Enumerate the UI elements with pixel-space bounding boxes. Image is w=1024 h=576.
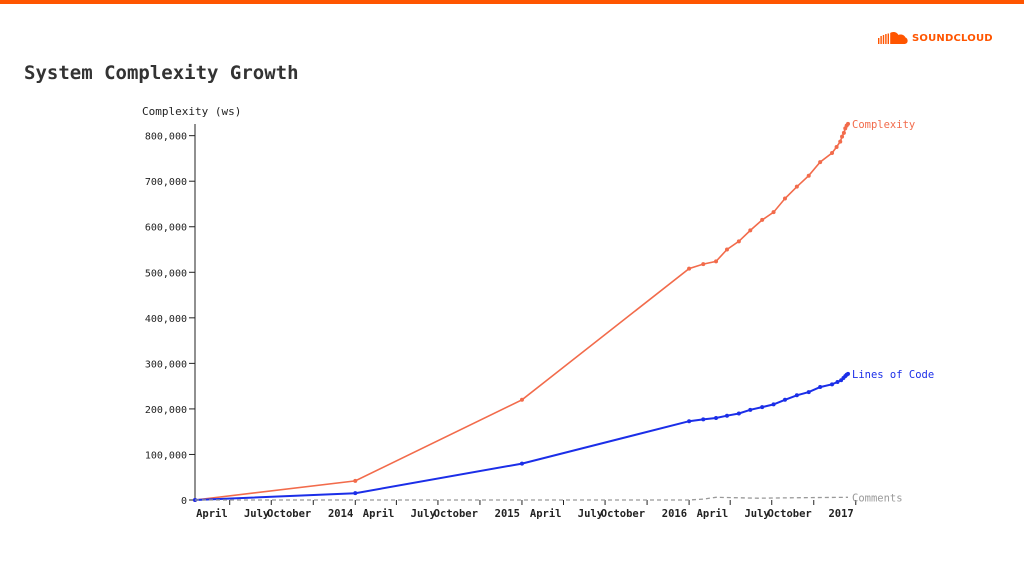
lines-of-code-point — [687, 419, 692, 424]
lines-of-code-point — [794, 393, 799, 398]
x-tick-label: 2016 — [662, 508, 687, 520]
complexity-point — [701, 262, 706, 267]
series-comments: Comments — [195, 492, 903, 504]
complexity-point — [760, 217, 765, 222]
complexity-point — [841, 130, 846, 135]
lines-of-code-point — [818, 385, 823, 390]
soundcloud-cloud-icon — [878, 31, 908, 44]
lines-of-code-point — [835, 380, 840, 385]
complexity-point — [830, 150, 835, 155]
lines-of-code-point — [353, 491, 358, 496]
complexity-point — [353, 478, 358, 483]
lines-of-code-point — [748, 407, 753, 412]
lines-of-code-point — [519, 461, 524, 466]
y-tick-label: 0 — [181, 496, 187, 507]
x-tick-label: October — [767, 508, 811, 520]
y-tick-label: 400,000 — [145, 314, 187, 325]
x-tick-label: October — [601, 508, 645, 520]
lines-of-code-point — [830, 382, 835, 387]
complexity-point — [806, 173, 811, 178]
x-tick-label: April — [697, 508, 729, 520]
soundcloud-logo: SOUNDCLOUD — [878, 28, 993, 48]
complexity-point — [834, 145, 839, 150]
y-axis: 0 100,000 200,000 300,000 400,000 500,000 600,… — [145, 124, 196, 507]
lines-of-code-point — [846, 371, 850, 376]
lines-of-code-line — [194, 372, 849, 501]
slide-title: System Complexity Growth — [24, 62, 299, 84]
complexity-point — [846, 121, 850, 126]
x-tick-label: October — [267, 508, 311, 520]
comments-series-label: Comments — [852, 492, 903, 504]
y-tick-label: 500,000 — [145, 268, 187, 279]
complexity-point — [519, 397, 524, 402]
x-tick-label: 2015 — [495, 508, 520, 520]
x-tick-label: July — [244, 508, 270, 520]
series-lines-of-code: Lines of Code — [193, 369, 934, 502]
y-tick-label: 300,000 — [145, 359, 187, 370]
complexity-point — [736, 239, 741, 244]
brand-top-bar — [0, 0, 1024, 4]
x-tick-label: April — [530, 508, 562, 520]
y-tick-label: 800,000 — [145, 132, 187, 143]
y-tick-label: 600,000 — [145, 223, 187, 234]
x-tick-label: July — [411, 508, 437, 520]
lines-of-code-point — [714, 416, 719, 421]
complexity-point — [724, 247, 729, 252]
complexity-point — [714, 259, 719, 264]
lines-of-code-series-label: Lines of Code — [852, 369, 934, 381]
complexity-point — [782, 196, 787, 201]
y-tick-label: 100,000 — [145, 450, 187, 461]
x-tick-label: July — [744, 508, 770, 520]
comments-line — [195, 496, 849, 501]
lines-of-code-point — [736, 411, 741, 416]
series-complexity: Complexity — [193, 119, 915, 502]
y-tick-label: 200,000 — [145, 405, 187, 416]
x-tick-label: 2014 — [328, 508, 353, 520]
lines-of-code-point — [724, 413, 729, 418]
complexity-point — [748, 228, 753, 233]
complexity-point — [771, 210, 776, 215]
x-tick-label: April — [196, 508, 228, 520]
complexity-point — [818, 160, 823, 165]
brand-name: SOUNDCLOUD — [912, 32, 993, 44]
y-axis-label: Complexity (ws) — [142, 105, 241, 118]
lines-of-code-point — [760, 405, 765, 410]
series-layer: Complexity Lines of Code Comments — [193, 119, 934, 504]
lines-of-code-point — [806, 390, 811, 395]
lines-of-code-point — [771, 402, 776, 407]
complexity-series-label: Complexity — [852, 119, 915, 131]
x-tick-label: 2017 — [828, 508, 853, 520]
complexity-point — [838, 139, 843, 144]
complexity-point — [794, 184, 799, 189]
y-tick-label: 700,000 — [145, 177, 187, 188]
x-tick-label: July — [578, 508, 604, 520]
x-tick-label: October — [434, 508, 478, 520]
lines-of-code-point — [701, 417, 706, 422]
lines-of-code-point — [782, 397, 787, 402]
x-tick-label: April — [363, 508, 395, 520]
complexity-line — [194, 123, 849, 501]
complexity-point — [840, 134, 845, 139]
complexity-point — [687, 266, 692, 271]
